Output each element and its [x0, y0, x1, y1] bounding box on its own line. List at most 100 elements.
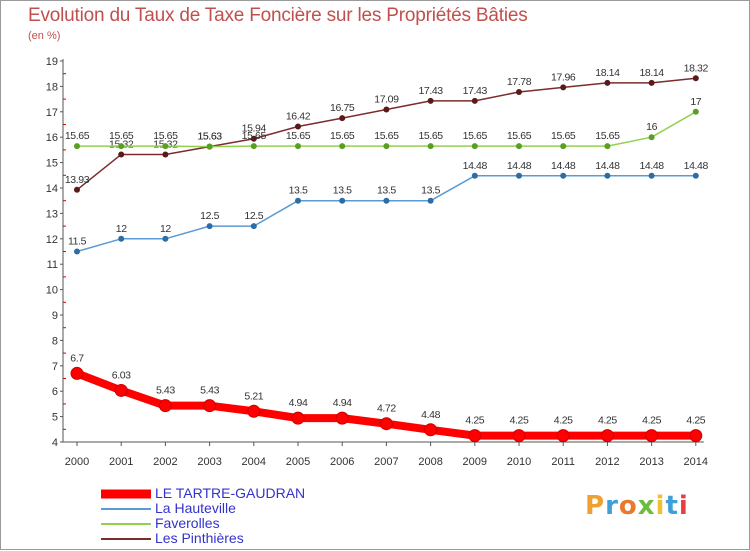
- data-label-2: 15.63: [197, 131, 222, 143]
- y-tick-label: 16: [46, 132, 58, 144]
- series-point-0: [379, 417, 393, 431]
- series-point-1: [471, 172, 478, 179]
- series-point-0: [291, 411, 305, 425]
- series-point-3: [339, 115, 346, 122]
- logo-letter: i: [655, 491, 666, 521]
- legend-item-label: La Hauteville: [155, 500, 236, 516]
- series-point-3: [250, 135, 257, 142]
- data-label-0: 5.43: [200, 385, 219, 397]
- data-label-1: 14.48: [639, 160, 664, 172]
- data-label-3: 17.43: [418, 85, 443, 97]
- data-label-2: 17: [690, 96, 701, 108]
- chart-unit-label: (en %): [28, 30, 61, 42]
- series-point-0: [203, 399, 217, 413]
- data-label-1: 11.5: [68, 236, 87, 248]
- data-label-0: 4.25: [598, 415, 617, 427]
- data-label-0: 4.25: [465, 415, 484, 427]
- data-label-1: 14.48: [507, 160, 532, 172]
- series-point-3: [162, 151, 169, 158]
- data-label-1: 13.5: [333, 185, 352, 197]
- data-label-3: 18.32: [684, 62, 709, 74]
- y-tick-label: 4: [52, 437, 58, 449]
- series-point-0: [512, 429, 526, 443]
- data-label-2: 15.65: [374, 130, 399, 142]
- data-label-0: 4.94: [333, 397, 352, 409]
- data-label-1: 14.48: [595, 160, 620, 172]
- x-tick-label: 2013: [639, 456, 663, 468]
- legend-item-label: Les Pinthières: [155, 530, 244, 546]
- series-point-2: [471, 143, 478, 150]
- series-point-1: [162, 235, 169, 242]
- series-point-2: [295, 143, 301, 150]
- data-label-3: 15.94: [242, 123, 267, 135]
- series-point-1: [118, 235, 125, 242]
- series-point-1: [206, 223, 213, 230]
- x-tick-label: 2012: [595, 456, 619, 468]
- data-label-1: 12.5: [244, 210, 263, 222]
- data-label-1: 12.5: [200, 210, 219, 222]
- series-point-2: [162, 143, 169, 150]
- data-label-1: 13.5: [421, 185, 440, 197]
- data-label-3: 17.43: [463, 85, 488, 97]
- series-point-1: [74, 248, 80, 255]
- series-point-0: [114, 383, 128, 397]
- y-tick-label: 11: [47, 259, 58, 271]
- series-point-3: [560, 84, 567, 91]
- data-label-2: 15.65: [286, 130, 311, 142]
- data-label-0: 5.43: [156, 385, 175, 397]
- x-tick-label: 2008: [418, 456, 442, 468]
- x-tick-label: 2002: [153, 456, 177, 468]
- y-tick-label: 6: [52, 386, 58, 398]
- series-point-1: [560, 172, 567, 179]
- logo-letter: t: [665, 491, 679, 521]
- x-tick-label: 2003: [197, 456, 221, 468]
- logo-letter: P: [585, 491, 606, 521]
- series-point-0: [689, 429, 703, 443]
- series-point-1: [295, 197, 301, 204]
- series-point-2: [118, 143, 125, 150]
- x-tick-label: 2006: [330, 456, 354, 468]
- series-point-0: [70, 366, 84, 380]
- y-tick-label: 8: [52, 335, 58, 347]
- series-point-2: [383, 143, 390, 150]
- x-tick-label: 2011: [551, 456, 575, 468]
- data-label-1: 14.48: [551, 160, 576, 172]
- data-label-3: 15.63: [197, 131, 222, 143]
- series-point-3: [118, 151, 125, 158]
- data-label-3: 17.09: [374, 94, 399, 106]
- x-tick-label: 2009: [463, 456, 487, 468]
- series-point-1: [648, 172, 655, 179]
- data-label-0: 4.25: [642, 415, 661, 427]
- y-tick-label: 12: [46, 234, 58, 246]
- data-label-0: 4.25: [510, 415, 529, 427]
- y-tick-label: 19: [46, 56, 58, 68]
- x-tick-label: 2005: [286, 456, 310, 468]
- y-tick-label: 18: [46, 81, 58, 93]
- logo-letter: i: [678, 491, 689, 521]
- data-label-2: 15.65: [330, 130, 355, 142]
- series-point-3: [516, 88, 522, 95]
- data-label-0: 5.21: [244, 390, 263, 402]
- data-label-3: 18.14: [595, 67, 620, 79]
- data-label-2: 16: [646, 121, 657, 133]
- y-tick-label: 9: [52, 310, 58, 322]
- data-label-1: 13.5: [377, 185, 396, 197]
- series-point-2: [692, 108, 699, 115]
- data-label-3: 16.75: [330, 102, 355, 114]
- data-label-0: 4.72: [377, 403, 396, 415]
- series-point-3: [692, 75, 699, 82]
- data-label-1: 13.5: [289, 185, 308, 197]
- series-point-0: [158, 399, 172, 413]
- series-point-0: [645, 429, 659, 443]
- y-tick-label: 17: [46, 107, 58, 119]
- data-label-0: 4.25: [554, 415, 573, 427]
- series-point-0: [556, 429, 570, 443]
- series-point-3: [427, 97, 434, 104]
- series-point-2: [560, 143, 567, 150]
- data-label-0: 4.25: [686, 415, 705, 427]
- legend-item-label: LE TARTRE-GAUDRAN: [155, 485, 306, 501]
- y-tick-label: 15: [46, 158, 58, 170]
- series-point-1: [692, 172, 699, 179]
- data-label-1: 14.48: [684, 160, 709, 172]
